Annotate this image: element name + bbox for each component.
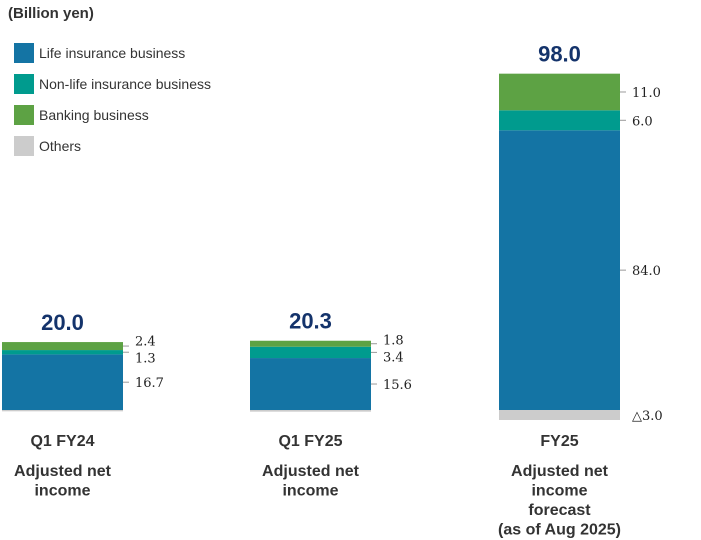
total-label: 20.0 [41,310,84,335]
category-period-label: Q1 FY25 [278,433,342,450]
bar-segment-others [2,410,123,412]
category-subtitle-line: Adjusted net [14,463,112,480]
bar-segment-others [499,410,620,420]
bars [2,73,620,420]
category-subtitle-line: income [34,483,90,500]
bar-segment-bank [499,73,620,111]
category-subtitle-line: (as of Aug 2025) [498,522,621,539]
value-label-nonlife: 6.0 [632,114,653,129]
legend-swatch-bank [14,105,34,125]
value-label-life: 16.7 [135,376,164,391]
legend-label-others: Others [39,138,81,154]
bar-segment-bank [2,342,123,351]
total-label: 20.3 [289,309,332,334]
total-label: 98.0 [538,42,581,67]
bar-segment-bank [250,340,371,347]
category-subtitle-line: Adjusted net [262,463,360,480]
legend-label-life: Life insurance business [39,45,185,61]
bar-segment-others [250,410,371,412]
bar-segment-life [250,358,371,410]
legend-swatch-life [14,43,34,63]
value-label-nonlife: 1.3 [135,352,156,367]
value-label-life: 15.6 [383,378,412,393]
category-subtitle-line: income [531,483,587,500]
value-label-bank: 11.0 [632,86,661,101]
category-subtitle-line: Adjusted net [511,463,609,480]
value-label-bank: 1.8 [383,334,404,349]
value-label-others: △3.0 [632,409,663,424]
legend-swatch-others [14,136,34,156]
bar-segment-life [2,354,123,410]
unit-label: (Billion yen) [8,5,94,22]
labels: 16.7 1.3 2.4 20.0 Q1 FY24 Adjusted net income 1… [14,42,663,539]
value-label-nonlife: 3.4 [383,351,404,366]
category-subtitle-line: income [282,483,338,500]
bar-segment-nonlife [2,350,123,355]
value-label-life: 84.0 [632,264,661,279]
bar-segment-nonlife [499,110,620,131]
legend-label-bank: Banking business [39,107,149,123]
bar-segment-nonlife [250,346,371,359]
category-period-label: Q1 FY24 [30,433,94,450]
bar-segment-life [499,130,620,410]
legend-label-nonlife: Non-life insurance business [39,76,211,92]
value-label-bank: 2.4 [135,335,156,350]
category-subtitle-line: forecast [528,502,591,519]
legend: Life insurance business Non-life insuranc… [14,43,211,156]
legend-swatch-nonlife [14,74,34,94]
category-period-label: FY25 [540,433,578,450]
